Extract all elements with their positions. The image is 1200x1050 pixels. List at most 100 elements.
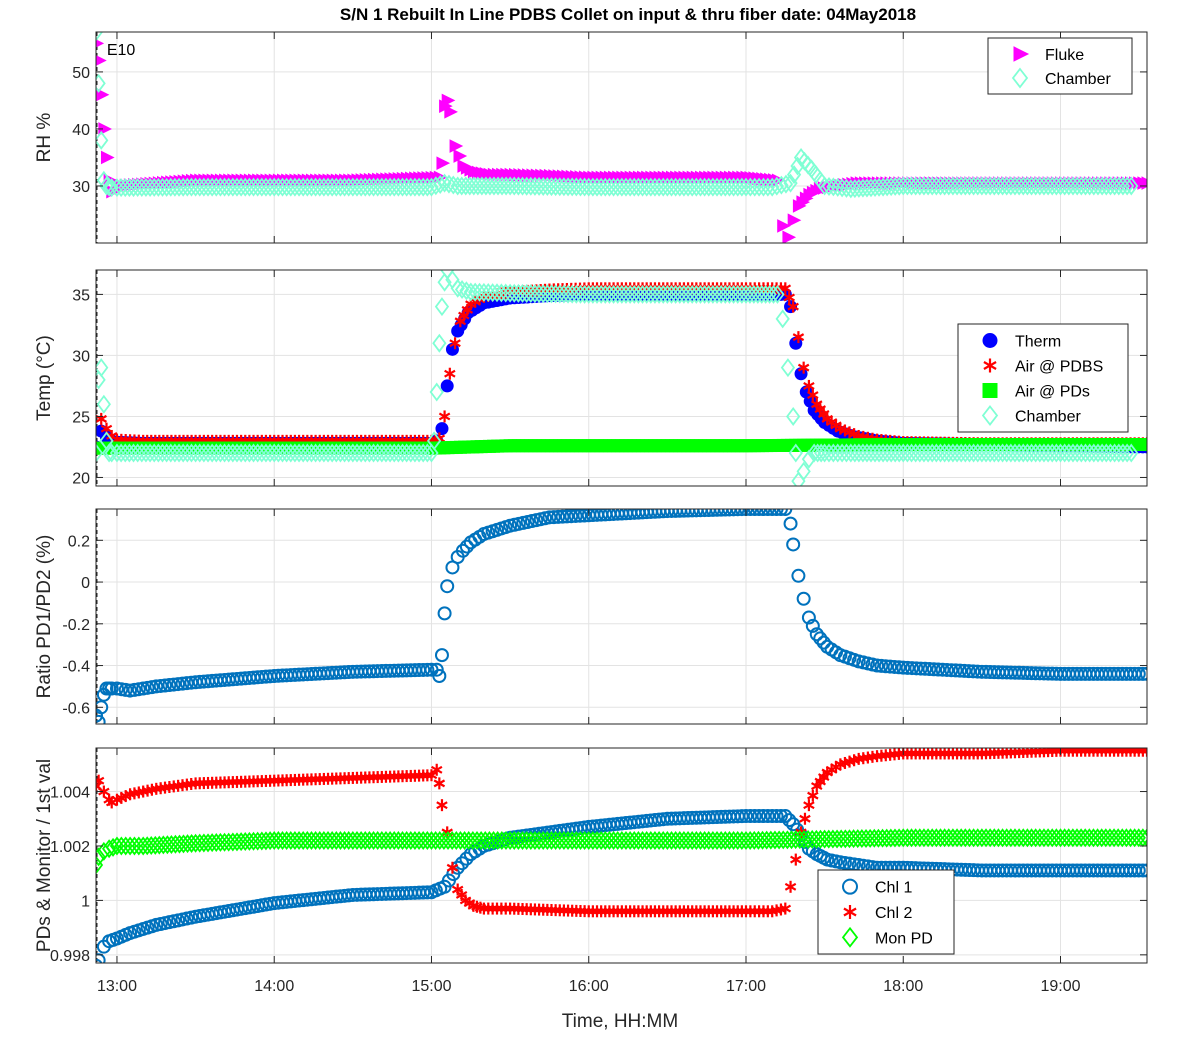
data-point <box>1131 863 1146 878</box>
data-point <box>96 708 103 723</box>
data-point <box>426 431 442 451</box>
data-point <box>449 139 464 153</box>
data-point <box>883 659 898 674</box>
data-point <box>796 461 811 481</box>
data-point <box>803 379 815 392</box>
data-point <box>957 663 972 678</box>
data-point <box>760 809 775 824</box>
data-point <box>787 213 802 227</box>
data-point <box>807 389 819 402</box>
data-point <box>830 177 845 197</box>
data-point <box>778 509 793 516</box>
data-point <box>743 809 758 824</box>
data-point <box>833 855 848 870</box>
data-point <box>826 177 841 197</box>
legend-marker-air-pds <box>982 383 998 398</box>
data-point <box>555 509 570 524</box>
data-point <box>551 509 566 524</box>
y-tick-label: 35 <box>72 287 90 304</box>
data-point <box>546 510 561 525</box>
legend-marker-mon-pd <box>841 926 859 948</box>
x-tick-label: 15:00 <box>411 978 451 995</box>
legend-label-air-pdbs: Air @ PDBS <box>1015 359 1103 376</box>
data-point <box>786 406 801 426</box>
data-point <box>926 662 941 677</box>
data-point <box>437 272 452 292</box>
x-tick-label: 16:00 <box>569 978 609 995</box>
data-point <box>918 661 933 676</box>
data-point <box>891 660 906 675</box>
y-axis-label: PDs & Monitor / 1st val <box>34 759 55 952</box>
data-point <box>766 284 781 304</box>
data-point <box>98 785 110 798</box>
data-point <box>424 443 439 463</box>
y-tick-label: -0.4 <box>62 659 90 676</box>
data-point <box>437 606 452 621</box>
data-point <box>770 284 785 304</box>
data-point <box>96 774 105 787</box>
y-tick-label: 50 <box>72 65 90 82</box>
data-point <box>792 331 805 344</box>
data-point <box>777 219 791 233</box>
data-point <box>149 679 164 694</box>
annotation-label: E10 <box>107 42 136 59</box>
data-point <box>420 443 435 463</box>
data-point <box>779 282 792 295</box>
data-point <box>904 661 919 676</box>
legend-label-mon-pd: Mon PD <box>875 930 933 947</box>
data-point <box>752 809 767 824</box>
panel-3: -0.6 -0.4 -0.2 0 0.2 Ratio PD1/PD2 (%) <box>34 508 1148 725</box>
data-point <box>454 280 470 300</box>
data-point <box>760 509 775 516</box>
data-point <box>743 509 758 516</box>
data-point <box>96 953 106 963</box>
data-point <box>175 676 190 691</box>
data-point <box>96 394 111 414</box>
data-point <box>834 178 850 198</box>
data-point <box>436 156 451 170</box>
data-point <box>450 278 465 298</box>
y-tick-label: 0 <box>81 575 90 592</box>
data-point <box>752 509 767 516</box>
data-point <box>459 539 474 554</box>
legend-marker-air-pdbs <box>983 358 997 373</box>
legend: Chl 1 Chl 2 Mon PD <box>817 869 955 955</box>
legend-label-chamber: Chamber <box>1045 71 1111 88</box>
x-tick-label: 17:00 <box>726 978 766 995</box>
data-point <box>887 659 902 674</box>
data-point <box>783 291 795 304</box>
data-point <box>796 591 811 606</box>
chart-title: S/N 1 Rebuilt In Line PDBS Collet on inp… <box>340 5 916 24</box>
data-point <box>436 799 448 812</box>
data-point <box>564 509 579 524</box>
data-point <box>559 509 574 524</box>
data-point <box>874 658 889 673</box>
data-point <box>922 662 937 677</box>
data-point <box>435 422 449 436</box>
x-tick-label: 18:00 <box>883 978 923 995</box>
x-tick-label: 19:00 <box>1040 978 1080 995</box>
data-point <box>1139 828 1147 848</box>
data-point <box>779 902 792 915</box>
data-point <box>441 93 456 108</box>
data-point <box>747 509 762 516</box>
data-point <box>444 367 456 380</box>
data-point <box>1135 863 1147 878</box>
data-point <box>786 537 801 552</box>
data-point <box>878 659 893 674</box>
data-point <box>420 662 435 677</box>
data-point <box>441 174 457 194</box>
legend-label-air-pds: Air @ PDs <box>1015 384 1090 401</box>
data-point <box>782 813 797 828</box>
data-point <box>446 861 459 874</box>
data-point <box>104 443 119 463</box>
data-point <box>432 668 447 683</box>
data-point <box>909 661 924 676</box>
data-point <box>948 663 963 678</box>
plot-area <box>96 509 1147 724</box>
data-point <box>438 410 451 423</box>
series-mon-pd <box>96 828 1147 875</box>
data-point <box>817 176 832 196</box>
y-tick-label: 1 <box>81 893 90 910</box>
